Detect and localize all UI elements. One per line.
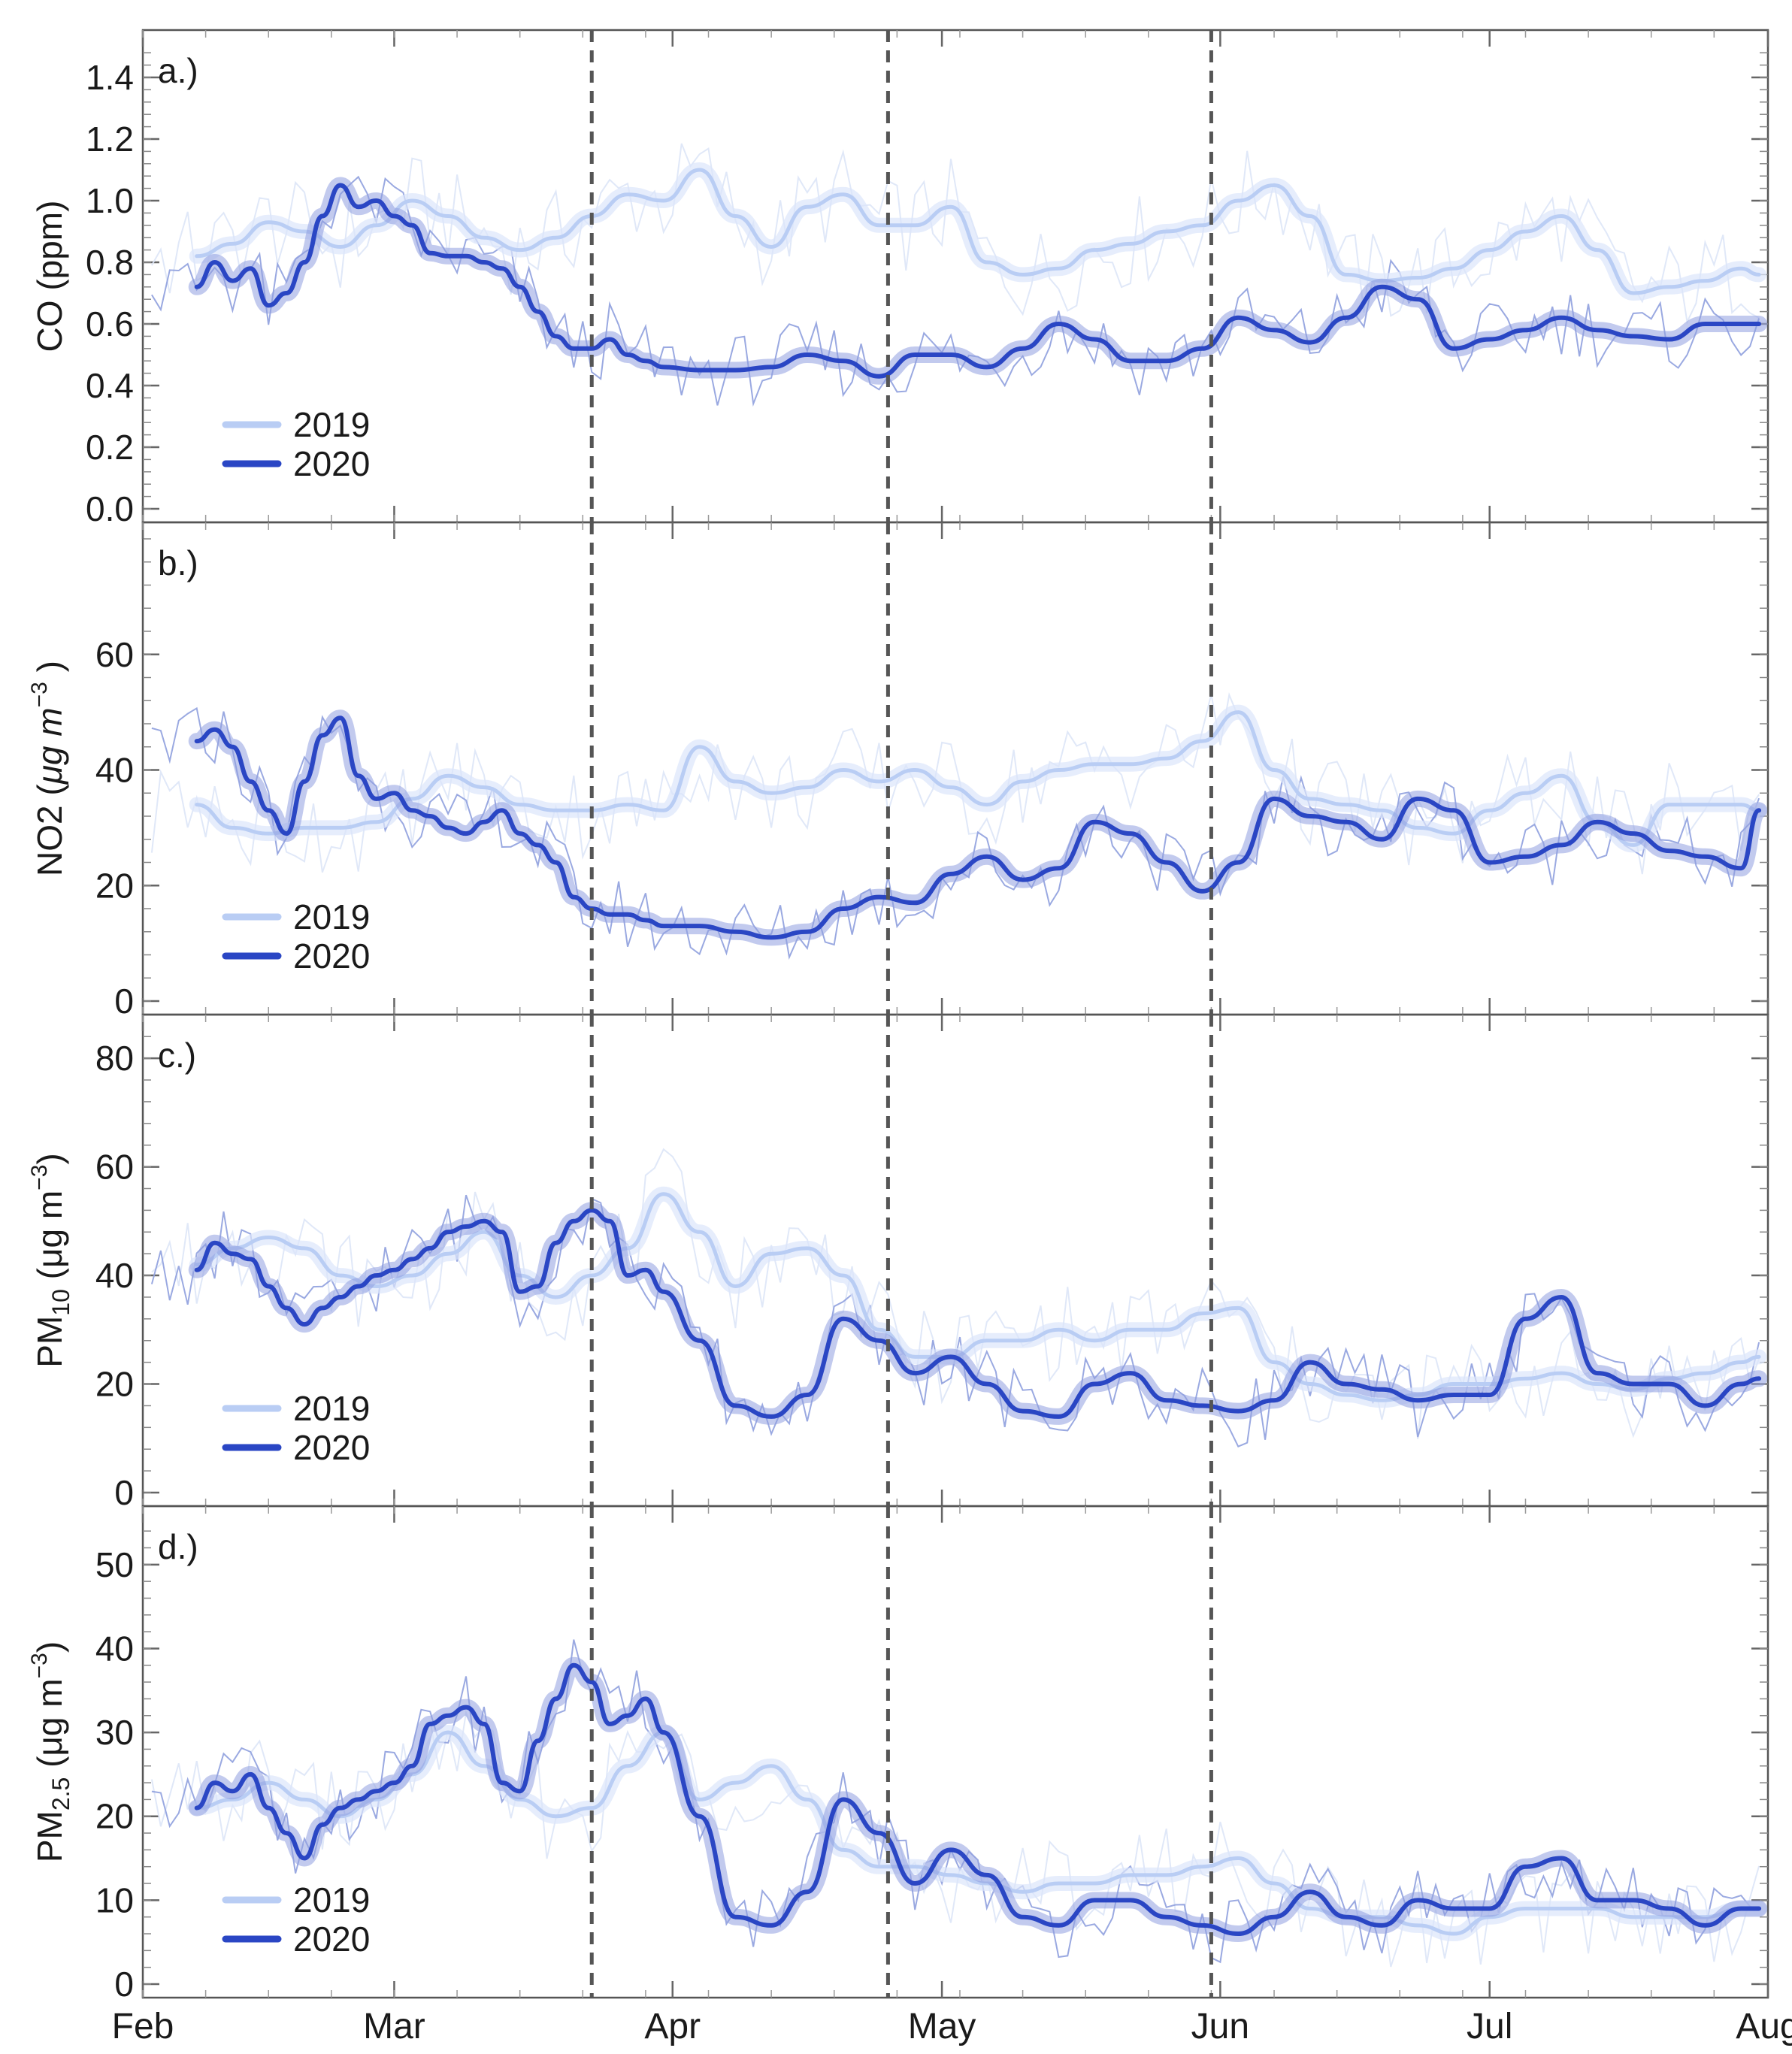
raw-trace-2020 [151, 1639, 1760, 1964]
y-tick-label: 0 [114, 1965, 134, 2004]
y-tick-label: 40 [95, 1256, 134, 1295]
legend-label-2019: 2019 [293, 1389, 370, 1428]
legend-label-2019: 2019 [293, 405, 370, 444]
legend-label-2020: 2020 [293, 444, 370, 483]
y-tick-label: 0 [114, 1473, 134, 1512]
series-line-2019 [195, 710, 1761, 847]
panel-label: b.) [158, 543, 198, 582]
y-tick-label: 0.8 [86, 243, 134, 282]
series-band-2019 [189, 1725, 1767, 1941]
y-tick-label: 0.4 [86, 366, 134, 405]
y-tick-label: 1.4 [86, 58, 134, 97]
y-tick-label: 0.6 [86, 304, 134, 343]
y-axis-label: PM2.5 (μg m−3) [27, 1641, 74, 1862]
panel-frame [141, 29, 1769, 524]
series-line-2020 [194, 715, 1762, 940]
legend-label-2020: 2020 [293, 1428, 370, 1467]
raw-trace-2020 [151, 706, 1760, 960]
x-tick-label: May [908, 2007, 976, 2046]
y-tick-label: 1.0 [86, 181, 134, 220]
series-band-2020 [188, 709, 1768, 946]
series-line-2020 [194, 183, 1762, 379]
y-tick-label: 40 [95, 751, 134, 790]
y-tick-label: 60 [95, 635, 134, 674]
series-line-2019 [195, 168, 1761, 295]
y-tick-label: 60 [95, 1148, 134, 1187]
panel-label: d.) [158, 1527, 198, 1566]
legend-label-2019: 2019 [293, 1880, 370, 1919]
legend-label-2020: 2020 [293, 1919, 370, 1959]
panel-label: a.) [158, 51, 198, 90]
series-line-2019 [195, 1730, 1761, 1936]
raw-trace-2019 [151, 1148, 1760, 1439]
panel-frame [141, 1505, 1769, 1999]
x-tick-label: Feb [112, 2007, 174, 2046]
y-axis-label: PM10 (μg m−3) [27, 1153, 74, 1367]
panel-frame [141, 521, 1769, 1016]
raw-trace-2019 [150, 1709, 1760, 1968]
y-tick-label: 0.2 [86, 428, 134, 467]
y-tick-label: 0 [114, 982, 134, 1021]
y-axis-label: NO2 (μg m−3 ) [27, 661, 69, 876]
legend-label-2019: 2019 [293, 897, 370, 936]
x-tick-label: Aug [1736, 2007, 1792, 2046]
series-line-2020 [194, 1662, 1762, 1936]
raw-trace-2019 [151, 143, 1760, 325]
x-tick-label: Apr [644, 2007, 701, 2046]
y-tick-label: 20 [95, 866, 134, 905]
legend-label-2020: 2020 [293, 936, 370, 976]
y-axis-label: CO (ppm) [30, 201, 69, 352]
series-line-2020 [194, 1208, 1762, 1419]
panel-frame [141, 1013, 1769, 1508]
y-tick-label: 80 [95, 1039, 134, 1078]
y-tick-label: 50 [95, 1545, 134, 1584]
y-tick-label: 40 [95, 1629, 134, 1668]
y-tick-label: 30 [95, 1713, 134, 1752]
x-tick-label: Jul [1467, 2007, 1512, 2046]
y-tick-label: 0.0 [86, 489, 134, 528]
y-tick-label: 20 [95, 1365, 134, 1404]
y-tick-label: 1.2 [86, 119, 134, 159]
x-tick-label: Jun [1191, 2007, 1249, 2046]
y-tick-label: 10 [95, 1880, 134, 1919]
panel-label: c.) [158, 1036, 196, 1075]
x-tick-label: Mar [363, 2007, 425, 2046]
y-tick-label: 20 [95, 1797, 134, 1836]
